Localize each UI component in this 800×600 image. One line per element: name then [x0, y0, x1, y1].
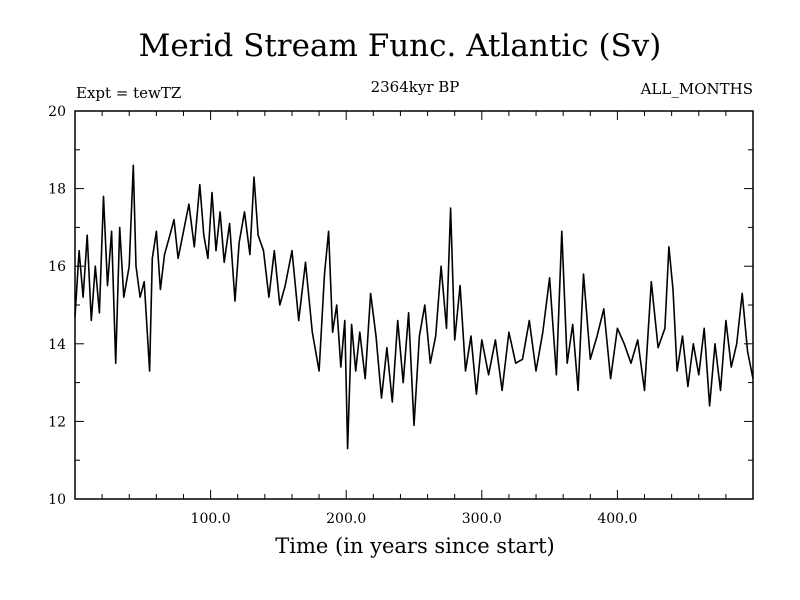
y-tick-label: 12: [48, 414, 66, 430]
x-tick-label: 300.0: [462, 511, 502, 527]
y-tick-label: 20: [48, 104, 66, 120]
y-tick-label: 16: [48, 259, 66, 275]
months-label: ALL_MONTHS: [640, 80, 753, 98]
axis-ticks: [75, 111, 753, 499]
experiment-label: Expt = tewTZ: [76, 84, 182, 102]
y-tick-label: 18: [48, 182, 66, 198]
x-tick-label: 200.0: [326, 511, 366, 527]
y-tick-label: 10: [48, 492, 66, 508]
x-tick-label: 400.0: [597, 511, 637, 527]
x-axis-label: Time (in years since start): [275, 534, 554, 558]
chart-title: Merid Stream Func. Atlantic (Sv): [138, 28, 662, 64]
x-tick-label: 100.0: [191, 511, 231, 527]
series-line: [74, 164, 754, 450]
plot-frame: [74, 110, 754, 500]
period-label: 2364kyr BP: [370, 78, 460, 96]
axis-tick-labels: 100.0 200.0 300.0 400.0 10 12 14 16 18 20: [48, 104, 637, 527]
y-tick-label: 14: [48, 337, 66, 353]
